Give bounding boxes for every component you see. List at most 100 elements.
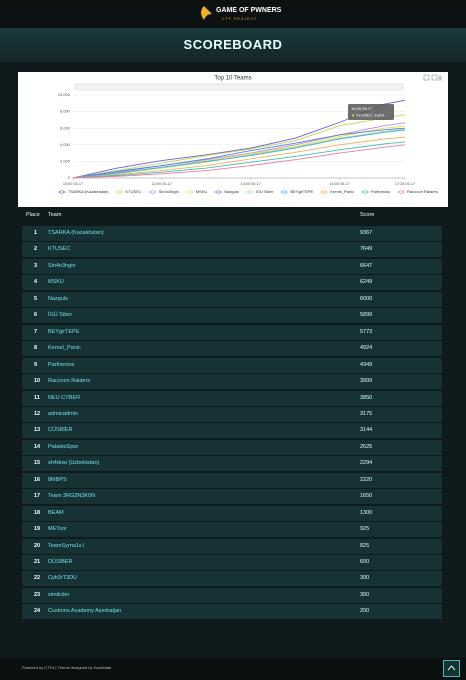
legend-dot (187, 190, 192, 194)
team-name[interactable]: Team 3RG3N3K0N (48, 493, 96, 500)
team-name[interactable]: adminadmin (48, 410, 78, 417)
team-name[interactable]: Nazguls (48, 295, 68, 302)
legend-label: KTUSEC (125, 189, 141, 194)
toolbar-zoom[interactable] (423, 74, 430, 81)
score: 4924 (360, 345, 373, 352)
table-row[interactable]: 23 simitciler 300 (22, 587, 442, 603)
team-name[interactable]: 8MBPS (48, 476, 67, 483)
score: 5899 (360, 312, 373, 319)
toolbar-download[interactable] (437, 75, 443, 81)
footer: Powered by CTFd | Theme designed by Hack… (0, 658, 466, 680)
place: 11 (34, 394, 40, 401)
place: 24 (34, 608, 41, 615)
score: 3144 (360, 427, 373, 434)
table-row[interactable]: 6 İGÜ Siber 5899 (22, 308, 442, 324)
legend-label: Raccoon Raiders (407, 189, 438, 194)
score: 3175 (360, 410, 373, 417)
team-name[interactable]: BEAM (48, 509, 64, 516)
table-row[interactable]: 15 sh4dow (Uzbekistan) 2294 (22, 456, 442, 472)
table-row[interactable]: 4 MSKU 6249 (22, 275, 442, 291)
table-row[interactable]: 22 Cyb3rT3DU 300 (22, 571, 442, 587)
legend-dot (399, 190, 403, 194)
series-line (72, 144, 406, 179)
y-tick-label: 8,000 (60, 109, 71, 114)
table-row[interactable]: 13 CÜSBİER 3144 (22, 423, 442, 439)
table-row[interactable]: 10 Raccoon Raiders 3999 (22, 374, 442, 390)
table-row[interactable]: 18 BEAM 1300 (22, 505, 442, 521)
chart-title: Top 10 Teams (214, 76, 251, 82)
team-name[interactable]: NEU CYBER (48, 394, 81, 401)
place: 16 (34, 476, 41, 483)
table-row[interactable]: 17 Team 3RG3N3K0N 1650 (22, 489, 442, 505)
table-row[interactable]: 3 Sin4n3ngin 6647 (22, 258, 442, 274)
scroll-top-button[interactable] (443, 660, 460, 677)
score: 2625 (360, 443, 373, 450)
score: 2294 (360, 460, 373, 467)
place: 19 (34, 526, 41, 533)
team-name[interactable]: simitciler (48, 591, 70, 598)
table-row[interactable]: 8 Kernel_Panic 4924 (22, 341, 442, 357)
score: 9367 (360, 230, 373, 236)
team-name[interactable]: TSARKA (Kazakhstan) (48, 230, 104, 236)
table-row[interactable]: 12 adminadmin 3175 (22, 406, 442, 422)
table-row[interactable]: 2 KTUSEC 7649 (22, 242, 442, 258)
team-name[interactable]: sh4dow (Uzbekistan) (48, 460, 100, 467)
table-row[interactable]: 1 TSARKA (Kazakhstan) 9367 (22, 226, 442, 241)
team-name[interactable]: KTUSEC (48, 246, 71, 253)
team-name[interactable]: Parthenios (48, 361, 75, 368)
x-tick-label: 14:00 05-17 (241, 182, 261, 186)
team-name[interactable]: PatatesSpor (48, 443, 79, 450)
legend-label: İGÜ Siber (256, 189, 274, 194)
series-line (72, 122, 406, 179)
legend-label: MSKU (196, 189, 208, 194)
y-tick-label: 6,000 (60, 125, 71, 130)
toolbar-restore[interactable] (431, 74, 438, 81)
table-row[interactable]: 24 Customs Academy Azerbaijan 200 (22, 604, 442, 620)
series-line (72, 127, 406, 179)
team-name[interactable]: CÜSBİER (48, 427, 73, 434)
table-row[interactable]: 11 NEU CYBER 3850 (22, 390, 442, 406)
place: 15 (34, 460, 41, 467)
table-row[interactable]: 7 BEYgirTEPE 5773 (22, 324, 442, 340)
score: 6249 (360, 279, 373, 286)
zoom-slider[interactable] (74, 83, 404, 91)
score: 1650 (360, 493, 373, 500)
legend-dot (150, 190, 155, 194)
team-name[interactable]: Raccoon Raiders (48, 378, 91, 385)
team-name[interactable]: METoor (48, 526, 67, 533)
legend-dot (247, 190, 252, 194)
table-row[interactable]: 9 Parthenios 4349 (22, 357, 442, 373)
team-name[interactable]: TeamSyrna1x.l (48, 542, 85, 549)
team-name[interactable]: BEYgirTEPE (48, 328, 80, 335)
team-name[interactable]: Sin4n3ngin (48, 262, 76, 269)
place: 6 (34, 312, 38, 319)
table-row[interactable]: 16 8MBPS 2220 (22, 472, 442, 488)
table-row[interactable]: 14 PatatesSpor 2625 (22, 439, 442, 455)
team-name[interactable]: MSKU (48, 279, 64, 286)
x-tick-label: 12:00 05-17 (152, 182, 172, 186)
place: 13 (34, 427, 41, 434)
x-tick-label: 10:00 05-17 (63, 182, 83, 186)
place: 9 (34, 361, 38, 368)
place: 8 (34, 345, 38, 352)
logo: GAME OF PWNERS CTF PROJECT (201, 6, 282, 21)
team-name[interactable]: İGÜ Siber (48, 312, 73, 319)
score: 4349 (360, 361, 373, 368)
team-name[interactable]: Kernel_Panic (48, 345, 81, 352)
score: 925 (360, 526, 370, 533)
series-line (72, 141, 406, 179)
legend-label: Nazguls (224, 189, 238, 194)
table-row[interactable]: 19 METoor 925 (22, 522, 442, 538)
place: 12 (34, 410, 41, 417)
table-row[interactable]: 20 TeamSyrna1x.l 825 (22, 538, 442, 554)
series-line (72, 129, 406, 179)
team-name[interactable]: Customs Academy Azerbaijan (48, 608, 122, 615)
legend-dot (117, 190, 122, 194)
table-row[interactable]: 5 Nazguls 6000 (22, 291, 442, 307)
score: 200 (360, 608, 370, 615)
column-header: Score (360, 212, 375, 218)
team-name[interactable]: Cyb3rT3DU (48, 575, 78, 582)
table-row[interactable]: 21 DÜSİBER 600 (22, 555, 442, 570)
team-name[interactable]: DÜSİBER (48, 559, 73, 565)
y-tick-label: 10,000 (58, 92, 71, 97)
